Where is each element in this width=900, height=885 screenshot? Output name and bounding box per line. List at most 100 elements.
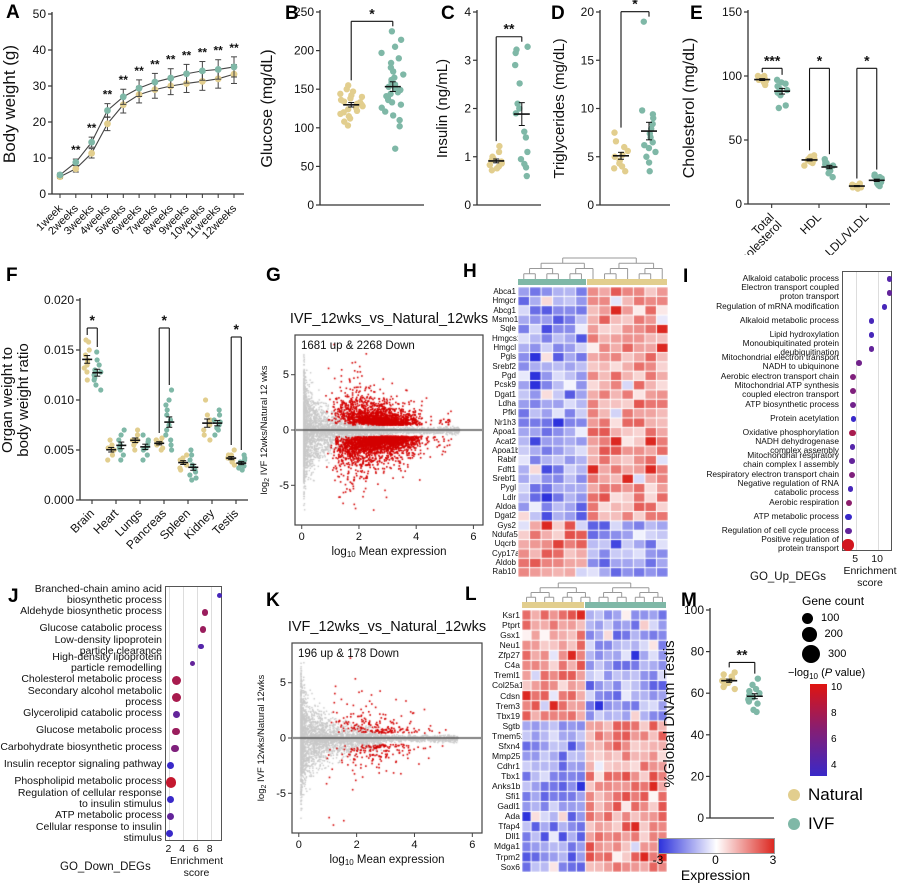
data-point	[524, 43, 531, 50]
data-point	[621, 143, 628, 151]
go-dot	[850, 416, 857, 422]
gridline	[183, 587, 185, 840]
go-term-label: Regulation of cell cycle process	[721, 524, 839, 535]
go-dot	[842, 539, 854, 551]
gene-label: Sfxn4	[498, 740, 520, 751]
y-tick-label: 0.005	[44, 443, 74, 457]
heatmap-grid	[518, 287, 668, 577]
data-point	[118, 432, 124, 438]
panel-letter-l: L	[465, 584, 477, 605]
data-point	[486, 161, 493, 169]
gene-label: Sfi1	[505, 791, 520, 802]
y-tick-label: 15	[581, 53, 595, 67]
gene-label: Tbx19	[496, 710, 520, 721]
go-dot	[847, 486, 854, 492]
dotplot-footer: GO_Up_DEGs	[750, 571, 827, 583]
sig-stars: **	[166, 53, 176, 67]
go-dot	[171, 675, 182, 686]
go-term-label: Aldehyde biosynthetic process	[20, 605, 162, 618]
data-point	[94, 357, 100, 363]
gene-label: Sqle	[499, 324, 516, 334]
data-point	[140, 432, 146, 438]
data-point	[184, 452, 190, 458]
x-tick-label: 2	[356, 531, 362, 543]
data-point-IVF	[135, 84, 143, 92]
ma-scatter-canvas	[293, 644, 481, 832]
gene-label: Ada	[504, 811, 520, 822]
panel-letter-b: B	[285, 3, 299, 24]
y-tick-label: 0	[587, 198, 594, 212]
data-point	[94, 349, 100, 355]
sig-stars: **	[504, 21, 515, 37]
data-point	[397, 86, 404, 94]
data-point	[616, 157, 623, 164]
y-axis-label: Organ weight tobody weight ratio	[0, 343, 32, 456]
data-point	[105, 457, 111, 463]
ma-title: IVF_12wks_vs_Natural_12wks	[290, 311, 488, 327]
go-term-label: Respiratory electron transport chain	[706, 468, 839, 479]
data-point	[84, 369, 90, 375]
y-tick-label: 60	[691, 686, 705, 700]
go-dot	[886, 276, 892, 282]
data-point	[86, 347, 92, 353]
gene-label: Apoa1bp	[492, 445, 525, 455]
figure-legend: Gene count 100 200 300 −log10 (P value) 10 8 6 4…	[788, 592, 900, 842]
gene-label: Col25a1	[492, 680, 524, 691]
expression-tick: 3	[769, 853, 777, 867]
gene-label: Aldob	[495, 557, 516, 567]
go-term-labels: Alkaloid catabolic process Electron trans…	[690, 271, 839, 553]
go-term-label: Positive regulation of protein transport	[761, 534, 839, 553]
y-tick-label: 0.015	[44, 343, 74, 357]
sig-stars: **	[737, 646, 748, 662]
data-point	[513, 46, 520, 53]
data-point-IVF	[104, 107, 111, 114]
y-axis-label: log2 IVF 12wks/Natural 12wks	[256, 675, 268, 802]
go-dot	[199, 626, 207, 633]
x-tick-label: 5	[852, 553, 859, 565]
y-axis-label: Insulin (ng/mL)	[434, 59, 451, 158]
data-point	[201, 432, 207, 438]
gene-count-legend-row: 100	[802, 612, 900, 624]
sig-stars: *	[817, 52, 823, 68]
data-point	[216, 412, 223, 418]
sig-stars: *	[864, 52, 870, 68]
strip-chart-E: 0 50 100 150 Cholesterol (mg/dL) *** Totalchol…	[681, 5, 890, 255]
y-tick-label: 100	[294, 121, 314, 135]
data-point	[349, 88, 357, 95]
go-dot	[165, 830, 173, 837]
gene-count-value: 100	[821, 612, 840, 624]
x-tick-label: 0	[299, 531, 305, 543]
y-tick-label: 2	[464, 102, 471, 116]
x-axis-label: log10 Mean expression	[329, 854, 444, 867]
data-point	[521, 160, 528, 168]
y-axis-label: Cholesterol (mg/dL)	[681, 38, 698, 179]
column-group-strip-natural	[587, 279, 667, 285]
data-point	[488, 167, 496, 174]
gridline	[169, 587, 171, 840]
data-point	[177, 465, 183, 471]
strip-chart-F: 0.000 0.005 0.010 0.015 0.020 Organ weight to…	[0, 293, 248, 552]
panel-triglycerides-chart: 0 5 10 15 20 Triglycerides (mg/dL) *	[550, 0, 680, 250]
data-point	[144, 452, 150, 458]
data-point	[160, 445, 166, 451]
gene-label: Apoa1	[492, 427, 516, 437]
go-term-label: Alkaloid metabolic process	[739, 314, 839, 325]
x-axis-label: Enrichment score	[843, 565, 897, 589]
y-tick-label: 0	[283, 425, 289, 437]
data-point	[201, 427, 207, 433]
data-point	[761, 72, 768, 80]
y-tick-label: 0.020	[44, 293, 74, 307]
data-point	[611, 129, 618, 136]
go-dot	[849, 444, 856, 450]
column-dendrogram	[523, 257, 663, 279]
data-point	[345, 82, 352, 89]
y-tick-label: 0	[280, 733, 286, 745]
data-point-IVF	[56, 171, 64, 179]
data-point	[204, 412, 210, 418]
gene-label: Tbx1	[501, 771, 520, 781]
data-point	[754, 700, 761, 707]
go-dot	[869, 318, 875, 324]
data-point	[652, 148, 659, 156]
data-point	[166, 397, 172, 403]
gene-labels: Ksr1 Ptprt Gsx1 Neu1 Zfp27 C4a Treml1 Col25a1 Cd…	[492, 610, 526, 872]
